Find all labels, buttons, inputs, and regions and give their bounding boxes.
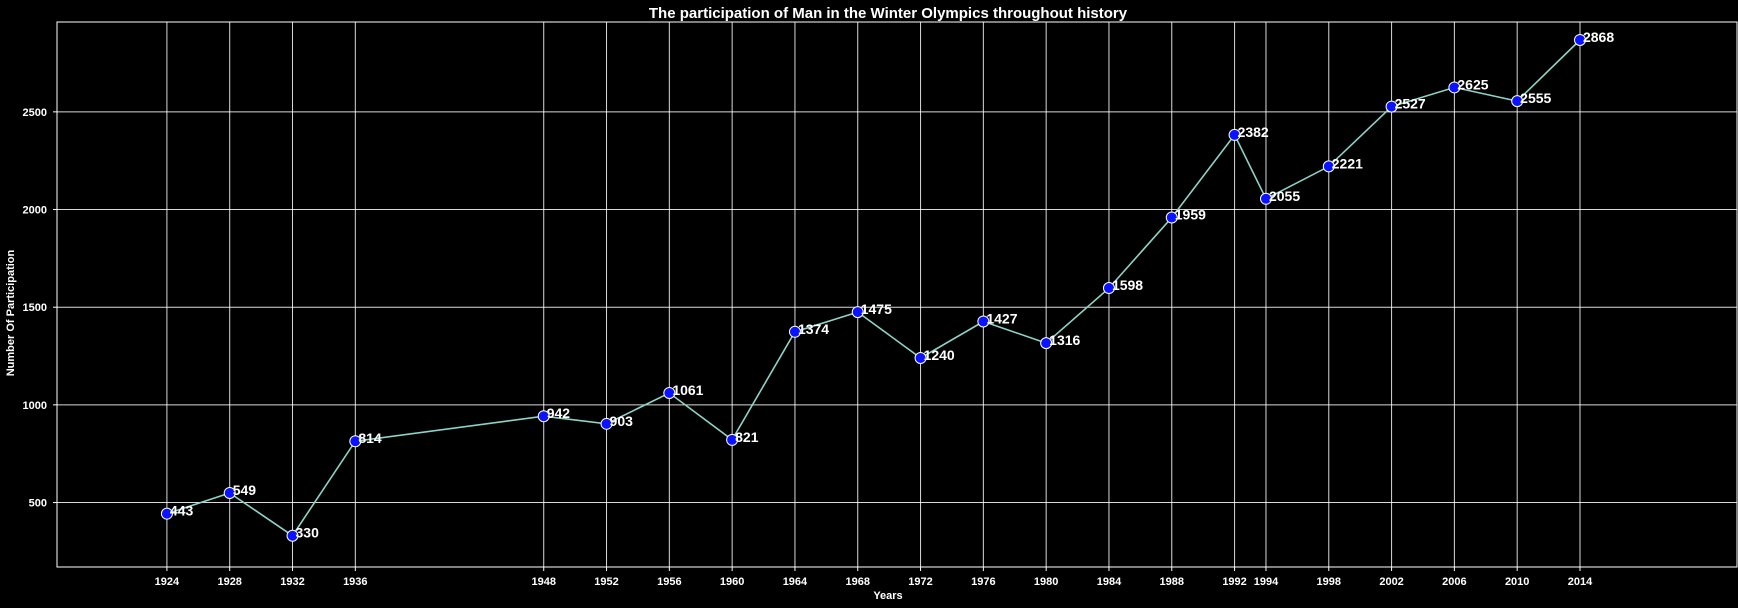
data-labels: 443 549 330 814 942 903 1061 821 1374 1475 1240 142… <box>170 29 1614 541</box>
data-point-1924 <box>160 507 173 520</box>
x-tick-label-1980: 1980 <box>1034 576 1058 588</box>
x-tick-label-1968: 1968 <box>846 576 870 588</box>
data-label-1976: 1427 <box>986 310 1017 326</box>
data-point-1948 <box>537 410 550 423</box>
x-axis-label: Years <box>873 590 902 602</box>
data-label-1932: 330 <box>296 525 320 541</box>
data-point-1992 <box>1228 128 1241 141</box>
x-tick-label-2006: 2006 <box>1442 576 1466 588</box>
y-tick-label-500: 500 <box>29 498 47 510</box>
data-point-1976 <box>977 315 990 328</box>
x-tick-label-2002: 2002 <box>1379 576 1403 588</box>
y-tick-label-1000: 1000 <box>23 400 47 412</box>
grid-lines <box>57 22 1737 567</box>
x-tick-label-1960: 1960 <box>720 576 744 588</box>
x-tick-label-1932: 1932 <box>280 576 304 588</box>
data-label-1952: 903 <box>610 413 634 429</box>
data-label-1924: 443 <box>170 503 194 519</box>
x-tick-label-1952: 1952 <box>594 576 618 588</box>
data-point-1960 <box>726 433 739 446</box>
x-tick-label-2014: 2014 <box>1568 576 1593 588</box>
data-label-1992: 2382 <box>1238 124 1269 140</box>
data-point-2006 <box>1448 81 1461 94</box>
data-point-1988 <box>1165 211 1178 224</box>
data-point-1936 <box>349 435 362 448</box>
data-point-1952 <box>600 417 613 430</box>
data-point-1984 <box>1102 282 1115 295</box>
data-label-1968: 1475 <box>861 301 892 317</box>
y-tick-label-2000: 2000 <box>23 205 47 217</box>
x-tick-label-2010: 2010 <box>1505 576 1529 588</box>
x-tick-label-1976: 1976 <box>971 576 995 588</box>
data-label-2014: 2868 <box>1583 29 1614 45</box>
data-label-1956: 1061 <box>672 382 703 398</box>
data-point-2014 <box>1573 33 1586 46</box>
data-point-1980 <box>1040 337 1053 350</box>
x-axis-ticks: 1924 1928 1932 1936 1948 1952 1956 1960 1964 1968… <box>155 567 1593 588</box>
series-line <box>166 39 1581 537</box>
data-point-1998 <box>1322 160 1335 173</box>
x-tick-label-1984: 1984 <box>1097 576 1122 588</box>
x-tick-label-1964: 1964 <box>783 576 808 588</box>
x-tick-label-1936: 1936 <box>343 576 367 588</box>
chart-title: The participation of Man in the Winter O… <box>649 5 1128 22</box>
data-point-2010 <box>1511 95 1524 108</box>
data-point-1932 <box>286 529 299 542</box>
data-point-1964 <box>788 325 801 338</box>
data-label-1960: 821 <box>735 429 759 445</box>
data-point-1968 <box>851 306 864 319</box>
x-tick-label-1992: 1992 <box>1222 576 1246 588</box>
data-label-2002: 2527 <box>1395 96 1426 112</box>
data-label-1980: 1316 <box>1049 332 1080 348</box>
y-tick-label-2500: 2500 <box>23 107 47 119</box>
y-axis-ticks: 500 1000 1500 2000 2500 <box>23 107 57 510</box>
data-label-1972: 1240 <box>924 347 955 363</box>
data-label-1988: 1959 <box>1175 207 1206 223</box>
data-label-2010: 2555 <box>1520 90 1551 106</box>
data-point-1972 <box>914 351 927 364</box>
data-point-1928 <box>223 486 236 499</box>
data-label-1994: 2055 <box>1269 188 1300 204</box>
data-point-2002 <box>1385 100 1398 113</box>
y-axis-label: Number Of Participation <box>5 249 17 376</box>
x-tick-label-1956: 1956 <box>657 576 681 588</box>
data-point-1956 <box>663 386 676 399</box>
data-label-1928: 549 <box>233 482 257 498</box>
x-tick-label-1928: 1928 <box>217 576 241 588</box>
x-tick-label-1994: 1994 <box>1254 576 1279 588</box>
data-label-1936: 814 <box>358 430 382 446</box>
data-label-1948: 942 <box>547 405 571 421</box>
plot-frame <box>56 21 1738 568</box>
data-markers <box>160 33 1586 542</box>
x-tick-label-1924: 1924 <box>155 576 180 588</box>
x-tick-label-1988: 1988 <box>1160 576 1184 588</box>
x-tick-label-1972: 1972 <box>908 576 932 588</box>
x-tick-label-1998: 1998 <box>1317 576 1341 588</box>
y-tick-label-1500: 1500 <box>23 302 47 314</box>
data-label-1964: 1374 <box>798 321 829 337</box>
x-tick-label-1948: 1948 <box>531 576 555 588</box>
data-label-1998: 2221 <box>1332 155 1363 171</box>
data-point-1994 <box>1259 192 1272 205</box>
data-label-1984: 1598 <box>1112 277 1143 293</box>
data-label-2006: 2625 <box>1457 76 1488 92</box>
